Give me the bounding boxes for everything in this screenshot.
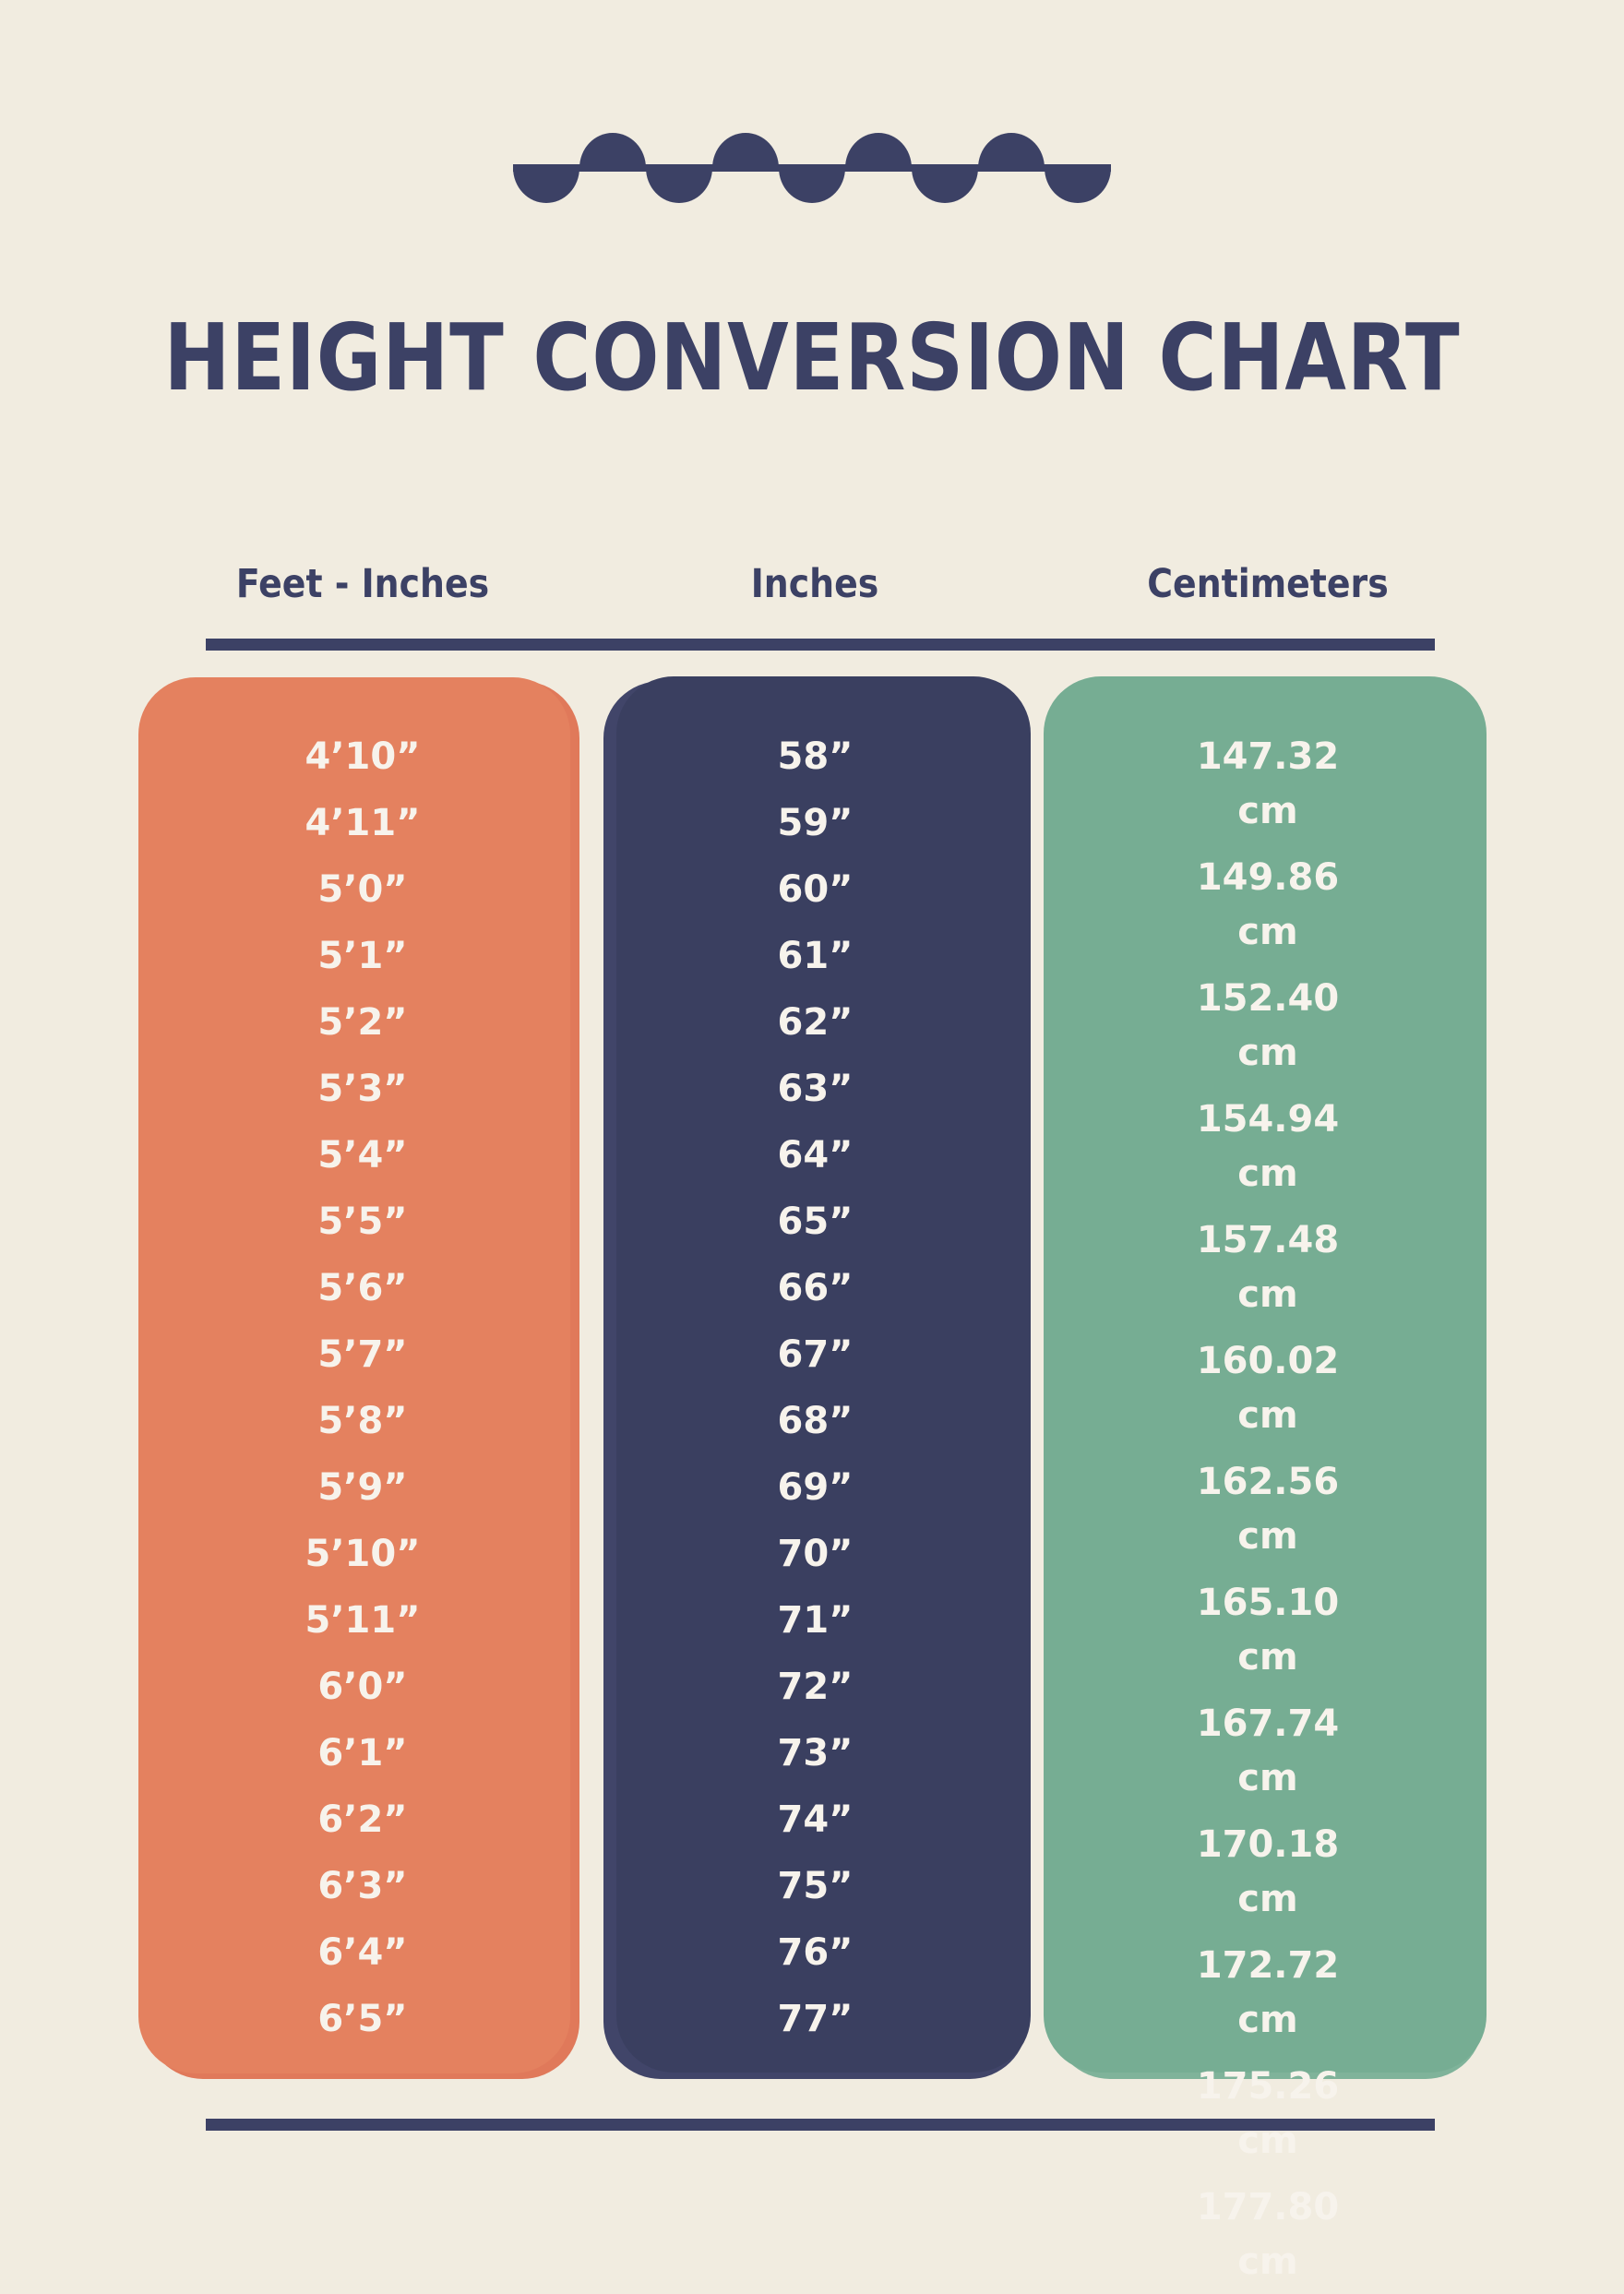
- cm-unit-label: cm: [1237, 1636, 1298, 1679]
- cm-value: 157.48: [1196, 1219, 1340, 1261]
- cm-entry: 157.48 cm: [1053, 1213, 1483, 1322]
- cm-entry: 149.86 cm: [1053, 851, 1483, 960]
- cm-entry: 147.32 cm: [1053, 730, 1483, 839]
- feet-inches-value: 4’10”: [304, 735, 421, 778]
- cm-entry: 152.40 cm: [1053, 972, 1483, 1081]
- inches-value: 73”: [777, 1732, 854, 1774]
- cm-unit-label: cm: [1237, 1394, 1298, 1437]
- cm-entry: 167.74 cm: [1053, 1697, 1483, 1806]
- column-header-feet-inches: Feet - Inches: [235, 561, 490, 607]
- feet-inches-value: 6’4”: [317, 1931, 408, 1974]
- cm-value: 154.94: [1196, 1098, 1340, 1141]
- cm-value: 149.86: [1196, 856, 1340, 899]
- column-centimeters: 147.32 cm 149.86 cm 152.40 cm 154.94 cm 157.48 cm…: [1044, 676, 1487, 2283]
- feet-inches-value: 6’1”: [317, 1732, 408, 1774]
- cm-value: 152.40: [1196, 977, 1340, 1020]
- cm-unit-label: cm: [1237, 790, 1298, 832]
- cm-value: 162.56: [1196, 1461, 1340, 1503]
- inches-value: 72”: [777, 1666, 854, 1708]
- inches-value: 71”: [777, 1599, 854, 1642]
- cm-unit-label: cm: [1237, 2120, 1298, 2162]
- inches-value: 68”: [777, 1400, 854, 1442]
- feet-inches-value: 6’2”: [317, 1798, 408, 1841]
- feet-inches-value: 5’10”: [304, 1533, 421, 1575]
- inches-value: 74”: [777, 1798, 854, 1841]
- feet-inches-value: 5’5”: [317, 1201, 408, 1243]
- cm-value: 147.32: [1196, 735, 1340, 778]
- feet-inches-value: 5’9”: [317, 1466, 408, 1509]
- inches-value: 69”: [777, 1466, 854, 1509]
- cm-unit-label: cm: [1237, 1032, 1298, 1074]
- cm-entry: 172.72 cm: [1053, 1939, 1483, 2048]
- cm-entry: 154.94 cm: [1053, 1093, 1483, 1201]
- inches-values: 58” 59” 60” 61” 62” 63” 64” 65” 66” 67” 68” 69” 70” 7…: [603, 681, 1027, 2052]
- cm-entry: 177.80 cm: [1053, 2180, 1483, 2289]
- column-header-inches: Inches: [750, 561, 879, 607]
- wave-decoration-icon: [513, 133, 1111, 203]
- inches-value: 58”: [777, 735, 854, 778]
- cm-entry: 165.10 cm: [1053, 1576, 1483, 1685]
- inches-value: 60”: [777, 868, 854, 911]
- cm-value: 175.26: [1196, 2065, 1340, 2108]
- inches-value: 63”: [777, 1068, 854, 1110]
- divider-top: [206, 639, 1435, 651]
- cm-value: 170.18: [1196, 1823, 1340, 1866]
- cm-unit-label: cm: [1237, 911, 1298, 953]
- inches-value: 66”: [777, 1267, 854, 1309]
- inches-value: 64”: [777, 1134, 854, 1177]
- column-feet-inches: 4’10” 4’11” 5’0” 5’1” 5’2” 5’3” 5’4” 5’5” 5’6” 5’…: [138, 677, 579, 2079]
- cm-unit-label: cm: [1237, 1999, 1298, 2041]
- cm-value: 167.74: [1196, 1703, 1340, 1745]
- cm-unit-label: cm: [1237, 1515, 1298, 1558]
- inches-value: 59”: [777, 802, 854, 844]
- inches-value: 67”: [777, 1333, 854, 1376]
- cm-value: 172.72: [1196, 1944, 1340, 1987]
- page-title: HEIGHT CONVERSION CHART: [163, 304, 1461, 412]
- inches-value: 77”: [777, 1998, 854, 2040]
- cm-unit-label: cm: [1237, 1757, 1298, 1799]
- column-inches: 58” 59” 60” 61” 62” 63” 64” 65” 66” 67” 68” 69” 70” 7…: [603, 676, 1031, 2079]
- feet-inches-value: 6’3”: [317, 1865, 408, 1907]
- inches-value: 61”: [777, 935, 854, 977]
- centimeters-values: 147.32 cm 149.86 cm 152.40 cm 154.94 cm 157.48 cm…: [1053, 681, 1483, 2289]
- cm-entry: 160.02 cm: [1053, 1334, 1483, 1443]
- feet-inches-value: 5’7”: [317, 1333, 408, 1376]
- cm-unit-label: cm: [1237, 1273, 1298, 1316]
- feet-inches-values: 4’10” 4’11” 5’0” 5’1” 5’2” 5’3” 5’4” 5’5” 5’6” 5’…: [146, 681, 579, 2052]
- feet-inches-value: 5’0”: [317, 868, 408, 911]
- cm-entry: 162.56 cm: [1053, 1455, 1483, 1564]
- inches-value: 70”: [777, 1533, 854, 1575]
- feet-inches-value: 5’6”: [317, 1267, 408, 1309]
- feet-inches-value: 5’8”: [317, 1400, 408, 1442]
- inches-value: 62”: [777, 1001, 854, 1044]
- feet-inches-value: 5’1”: [317, 935, 408, 977]
- cm-unit-label: cm: [1237, 1878, 1298, 1920]
- inches-value: 65”: [777, 1201, 854, 1243]
- inches-value: 75”: [777, 1865, 854, 1907]
- feet-inches-value: 6’0”: [317, 1666, 408, 1708]
- feet-inches-value: 5’11”: [304, 1599, 421, 1642]
- feet-inches-value: 5’2”: [317, 1001, 408, 1044]
- cm-entry: 175.26 cm: [1053, 2060, 1483, 2169]
- cm-value: 160.02: [1196, 1340, 1340, 1382]
- feet-inches-value: 5’3”: [317, 1068, 408, 1110]
- cm-entry: 170.18 cm: [1053, 1818, 1483, 1927]
- feet-inches-value: 5’4”: [317, 1134, 408, 1177]
- cm-value: 165.10: [1196, 1582, 1340, 1624]
- cm-unit-label: cm: [1237, 1153, 1298, 1195]
- divider-bottom: [206, 2119, 1435, 2131]
- inches-value: 76”: [777, 1931, 854, 1974]
- cm-value: 177.80: [1196, 2186, 1340, 2228]
- column-header-centimeters: Centimeters: [1147, 561, 1389, 607]
- feet-inches-value: 6’5”: [317, 1998, 408, 2040]
- feet-inches-value: 4’11”: [304, 802, 421, 844]
- cm-unit-label: cm: [1237, 2240, 1298, 2283]
